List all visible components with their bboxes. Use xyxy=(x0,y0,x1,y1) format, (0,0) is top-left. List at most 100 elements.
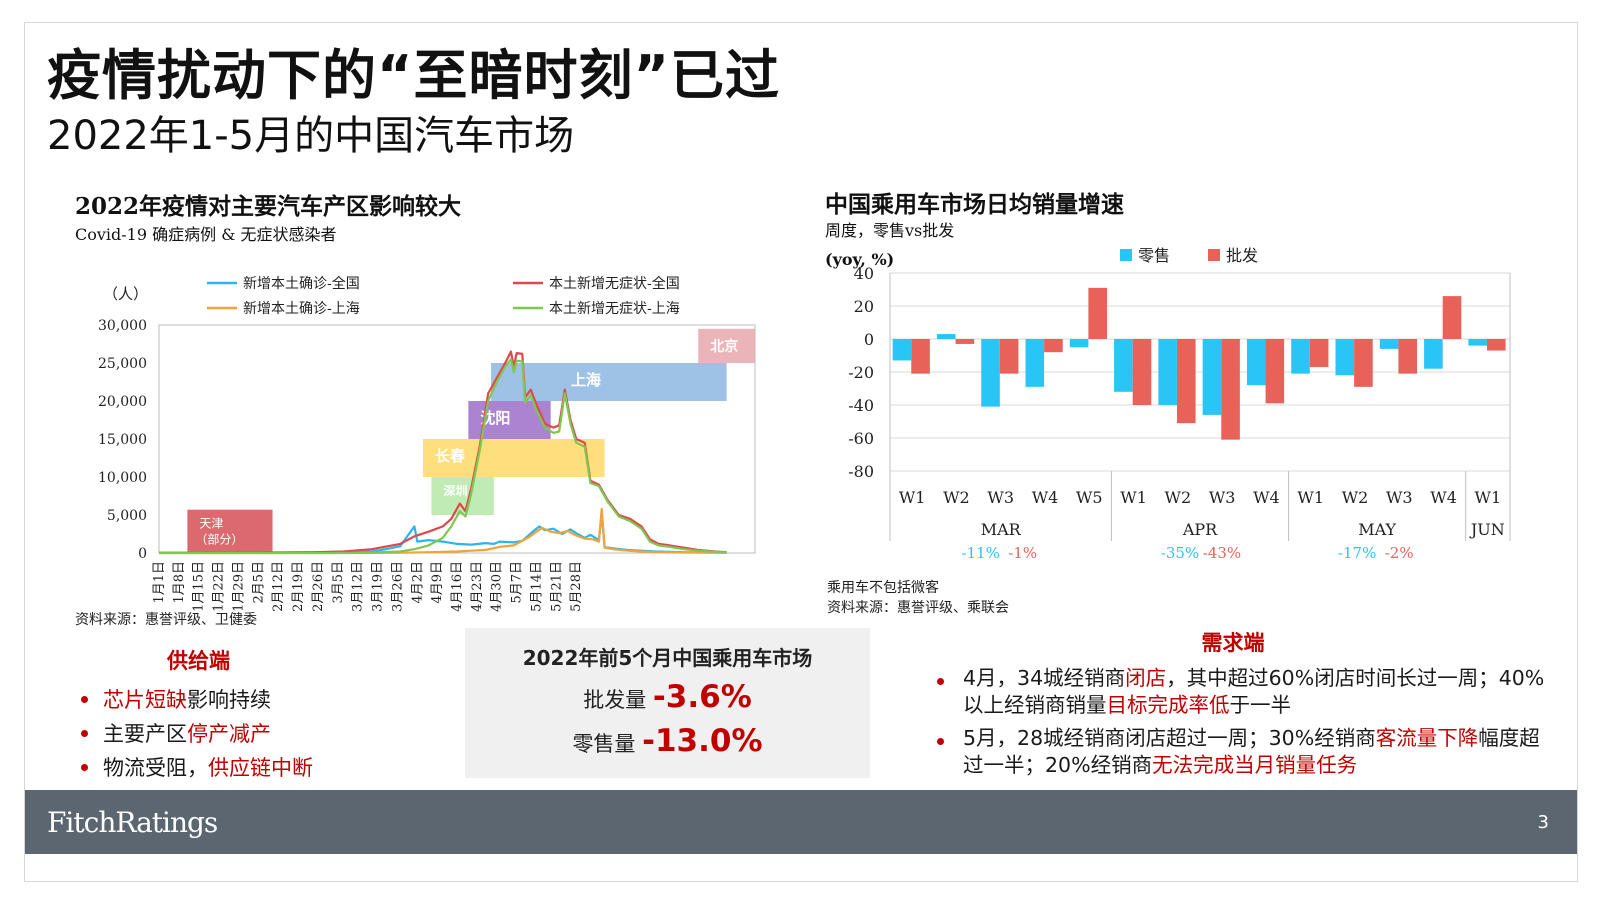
slide-subtitle: 2022年1-5月的中国汽车市场 xyxy=(47,113,575,159)
bar xyxy=(1158,339,1177,405)
demand-list: 4月，34城经销商闭店，其中超过60%闭店时间长过一周；40%以上经销商销量目标… xyxy=(933,665,1553,779)
y-tick-label: 15,000 xyxy=(98,432,147,448)
y-tick-label: 0 xyxy=(864,330,874,349)
y-tick-label: 20,000 xyxy=(98,394,147,410)
summary-title: 2022年前5个月中国乘用车市场 xyxy=(522,646,813,670)
slide-title: 疫情扰动下的“至暗时刻”已过 xyxy=(47,44,780,107)
legend-swatch xyxy=(1120,249,1132,261)
x-tick-label: W3 xyxy=(1386,488,1413,507)
group-label: MAR xyxy=(981,520,1022,539)
x-tick-label: 4月30日 xyxy=(490,561,505,612)
bar xyxy=(1176,339,1196,424)
list-item: 5月，28城经销商闭店超过一周；30%经销商客流量下降幅度超过一半；20%经销商… xyxy=(933,725,1553,779)
bar xyxy=(1202,339,1222,415)
bar xyxy=(981,339,1000,407)
bar xyxy=(1044,339,1063,353)
legend-swatch xyxy=(1208,249,1220,261)
bar xyxy=(1025,339,1045,387)
group-label: APR xyxy=(1182,520,1218,539)
legend-label: 新增本土确诊-上海 xyxy=(243,301,360,317)
x-tick-label: 3月19日 xyxy=(371,561,386,612)
footer-bar: FitchRatings 3 xyxy=(25,790,1577,854)
x-tick-label: W4 xyxy=(1430,488,1457,507)
bar xyxy=(1069,339,1089,348)
x-tick-label: 4月16日 xyxy=(450,561,465,612)
legend-label: 本土新增无症状-全国 xyxy=(549,275,680,292)
covid-line-chart: 0 5,000 10,000 15,000 20,000 25,000 30,000 （人） 天… xyxy=(98,275,756,612)
x-tick-label: W2 xyxy=(943,488,970,507)
y-tick-label: 40 xyxy=(854,264,874,283)
region-label: 上海 xyxy=(571,371,601,389)
bar xyxy=(1132,339,1152,405)
bar xyxy=(1442,296,1462,339)
y-axis-label: (yoy, %) xyxy=(825,250,894,269)
x-tick-label: 4月2日 xyxy=(410,561,425,604)
x-tick-label: 2月5日 xyxy=(251,561,266,604)
right-chart-note: 乘用车不包括微客 xyxy=(827,580,939,596)
bar xyxy=(1221,339,1240,440)
bar xyxy=(955,339,975,344)
list-item: 芯片短缺影响持续 xyxy=(77,683,457,717)
list-item: 物流受阻，供应链中断 xyxy=(77,751,457,785)
fitch-logo: FitchRatings xyxy=(47,806,218,839)
list-item: 4月，34城经销商闭店，其中超过60%闭店时间长过一周；40%以上经销商销量目标… xyxy=(933,665,1553,719)
supply-section: 供给端 芯片短缺影响持续 主要产区停产减产 物流受阻，供应链中断 xyxy=(77,645,457,785)
bar xyxy=(1088,287,1107,339)
region-label: 沈阳 xyxy=(480,409,510,427)
summary-retail: 零售量 -13.0% xyxy=(572,723,763,759)
bar xyxy=(892,339,912,361)
x-tick-label: 1月29日 xyxy=(231,561,246,612)
y-tick-label: 10,000 xyxy=(98,470,147,486)
legend-label: 本土新增无症状-上海 xyxy=(549,301,680,317)
list-item: 主要产区停产减产 xyxy=(77,717,457,751)
x-tick-label: 5月14日 xyxy=(529,561,544,612)
x-tick-label: 5月28日 xyxy=(569,561,584,612)
bar xyxy=(1291,339,1310,374)
region-label: 北京 xyxy=(710,338,738,355)
x-tick-label: W4 xyxy=(1253,488,1280,507)
x-tick-label: 1月15日 xyxy=(192,561,207,612)
supply-heading: 供给端 xyxy=(167,649,230,673)
region-box xyxy=(187,509,273,553)
x-tick-label: W4 xyxy=(1032,488,1059,507)
x-tick-label: 2月26日 xyxy=(311,561,326,612)
right-chart-source: 资料来源：惠誉评级、乘联会 xyxy=(827,600,1009,616)
bar xyxy=(1114,339,1133,392)
y-tick-label: 30,000 xyxy=(98,318,147,334)
region-box xyxy=(422,439,605,477)
legend-label: 批发 xyxy=(1226,246,1258,265)
x-tick-label: W2 xyxy=(1165,488,1192,507)
x-tick-label: 3月26日 xyxy=(390,561,405,612)
group-label: MAY xyxy=(1358,520,1396,539)
x-tick-label: W1 xyxy=(1297,488,1324,507)
x-tick-label: 1月22日 xyxy=(212,561,227,612)
left-chart-subtitle: Covid-19 确症病例 & 无症状感染者 xyxy=(75,225,337,244)
x-tick-label: 1月1日 xyxy=(152,561,167,604)
right-chart-subtitle: 周度，零售vs批发 xyxy=(825,221,955,240)
region-box xyxy=(698,328,755,363)
bar xyxy=(1335,339,1355,376)
group-total-wholesale: -1% xyxy=(1008,544,1037,562)
y-tick-label: -60 xyxy=(848,429,874,448)
x-tick-label: W5 xyxy=(1076,488,1103,507)
bar xyxy=(1398,339,1417,374)
y-tick-label: 0 xyxy=(138,546,147,562)
region-label: 天津（部分） xyxy=(195,517,243,547)
y-tick-label: -40 xyxy=(848,396,874,415)
legend-label: 新增本土确诊-全国 xyxy=(243,275,360,292)
group-total-retail: -17% xyxy=(1338,544,1376,562)
plot-area xyxy=(158,324,756,554)
x-tick-label: 1月8日 xyxy=(172,561,187,604)
x-tick-label: W1 xyxy=(1475,488,1502,507)
bar xyxy=(1354,339,1373,387)
bar xyxy=(1265,339,1285,404)
bar xyxy=(1246,339,1266,386)
sales-bar-chart: 40 20 0 -20 -40 -60 -80 (yoy, %) W1 W2 W3 W4 W5 W1 W2 W… xyxy=(825,246,1511,562)
x-tick-label: 3月5日 xyxy=(331,561,346,604)
group-total-wholesale: -43% xyxy=(1203,544,1241,562)
x-tick-label: W2 xyxy=(1342,488,1369,507)
group-total-wholesale: -2% xyxy=(1385,544,1414,562)
x-tick-label: W3 xyxy=(987,488,1014,507)
right-chart-title: 中国乘用车市场日均销量增速 xyxy=(825,191,1124,218)
group-label: JUN xyxy=(1469,520,1505,539)
